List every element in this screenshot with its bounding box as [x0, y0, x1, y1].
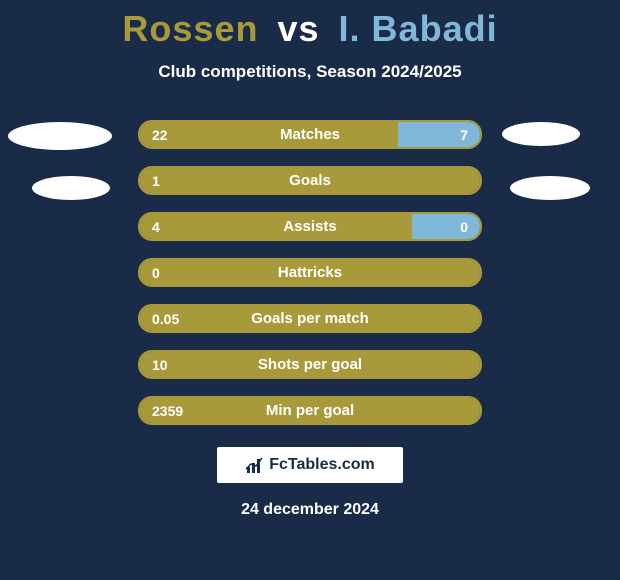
stat-bar: 40Assists — [138, 212, 482, 241]
decorative-oval — [8, 122, 112, 150]
stat-label: Hattricks — [140, 260, 480, 285]
player1-name: Rossen — [122, 8, 258, 49]
stat-label: Goals — [140, 168, 480, 193]
stat-label: Assists — [140, 214, 480, 239]
stat-bar: 10Shots per goal — [138, 350, 482, 379]
stat-label: Shots per goal — [140, 352, 480, 377]
comparison-title: Rossen vs I. Babadi — [0, 0, 620, 50]
subtitle: Club competitions, Season 2024/2025 — [0, 62, 620, 82]
stat-bar: 0.05Goals per match — [138, 304, 482, 333]
chart-bars-icon — [245, 455, 265, 475]
stat-bar: 2359Min per goal — [138, 396, 482, 425]
vs-text: vs — [277, 8, 319, 49]
stat-label: Min per goal — [140, 398, 480, 423]
date-text: 24 december 2024 — [0, 501, 620, 519]
player2-name: I. Babadi — [339, 8, 498, 49]
stat-label: Matches — [140, 122, 480, 147]
logo-box[interactable]: FcTables.com — [217, 447, 403, 483]
stat-bars-container: 227Matches 1Goals 40Assists 0Hattricks 0.05G… — [0, 120, 620, 425]
stat-bar: 0Hattricks — [138, 258, 482, 287]
decorative-oval — [32, 176, 110, 200]
stat-bar: 227Matches — [138, 120, 482, 149]
decorative-oval — [510, 176, 590, 200]
stat-label: Goals per match — [140, 306, 480, 331]
decorative-oval — [502, 122, 580, 146]
logo-text: FcTables.com — [269, 456, 375, 474]
stat-bar: 1Goals — [138, 166, 482, 195]
